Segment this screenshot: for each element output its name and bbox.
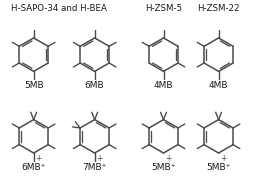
- Text: 5MB⁺: 5MB⁺: [207, 163, 231, 172]
- Text: H-ZSM-22: H-ZSM-22: [197, 4, 240, 12]
- Text: 5MB⁺: 5MB⁺: [151, 163, 176, 172]
- Text: +: +: [165, 153, 171, 163]
- Text: +: +: [35, 153, 42, 163]
- Text: +: +: [220, 153, 227, 163]
- Text: 6MB⁺: 6MB⁺: [22, 163, 46, 172]
- Text: 4MB: 4MB: [209, 81, 228, 90]
- Text: H-SAPO-34 and H-BEA: H-SAPO-34 and H-BEA: [11, 4, 107, 12]
- Text: 6MB: 6MB: [85, 81, 104, 90]
- Text: H-ZSM-5: H-ZSM-5: [145, 4, 182, 12]
- Text: 7MB⁺: 7MB⁺: [83, 163, 107, 172]
- Text: 5MB: 5MB: [24, 81, 43, 90]
- Text: +: +: [96, 153, 103, 163]
- Text: 4MB: 4MB: [154, 81, 173, 90]
